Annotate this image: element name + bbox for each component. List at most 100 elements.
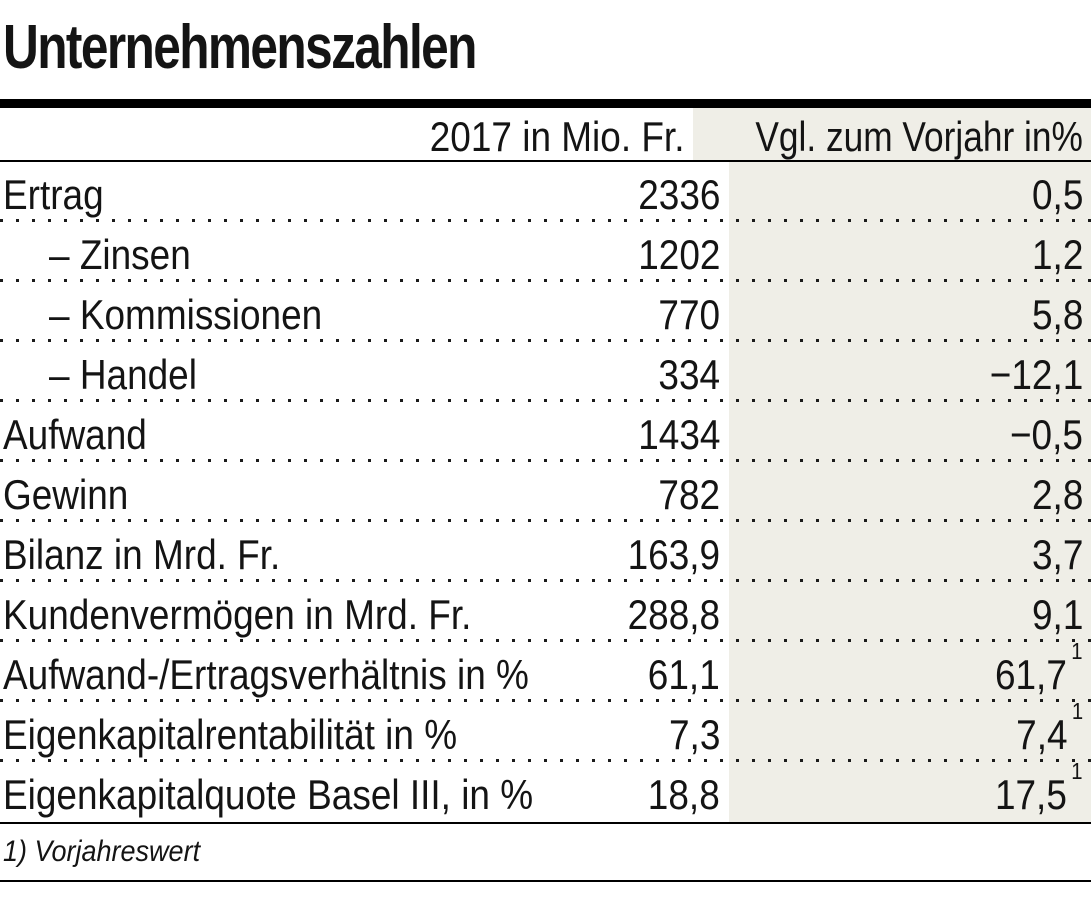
table-row: – Zinsen 1202 1,2: [0, 222, 1091, 282]
row-value-2017-cell: 1202: [627, 222, 729, 282]
table-body: Ertrag 2336 0,5 – Zinsen 1202 1,2 – Komm…: [0, 162, 1091, 822]
row-value-vorjahr-cell: 17,5 1: [729, 760, 1091, 825]
table-header-row: 2017 in Mio. Fr. Vgl. zum Vorjahr in%: [0, 108, 1091, 160]
header-col-vorjahr: Vgl. zum Vorjahr in%: [693, 108, 1091, 160]
row-value-vorjahr-cell: 1,2: [729, 222, 1091, 282]
row-value-2017: 770: [658, 291, 720, 338]
row-value-2017: 782: [658, 471, 720, 518]
row-value-vorjahr-cell: 9,1: [729, 582, 1091, 642]
row-label-cell: Eigenkapitalquote Basel III, in %: [0, 762, 638, 822]
row-change-value: 17,5: [995, 771, 1068, 818]
row-value-2017: 7,3: [668, 711, 720, 758]
header-label-cell: [0, 108, 395, 160]
row-value-vorjahr-cell: 61,7 1: [729, 640, 1091, 705]
table-row: – Kommissionen 770 5,8: [0, 282, 1091, 342]
figures-table: 2017 in Mio. Fr. Vgl. zum Vorjahr in% Er…: [0, 108, 1091, 822]
row-label: Aufwand-/Ertragsverhältnis in %: [3, 651, 529, 698]
row-value-vorjahr-cell: 2,8: [729, 462, 1091, 522]
row-change-value: 9,1: [1031, 591, 1083, 638]
row-label-cell: Bilanz in Mrd. Fr.: [0, 522, 615, 582]
footnote-marker: 1: [1071, 698, 1083, 724]
row-value-2017: 1434: [637, 411, 720, 458]
page-title: Unternehmenszahlen: [0, 0, 1091, 99]
row-label-cell: Kundenvermögen in Mrd. Fr.: [0, 582, 615, 642]
row-value-vorjahr-cell: −0,5: [729, 402, 1091, 462]
row-value-2017-cell: 2336: [627, 162, 729, 222]
row-value-2017: 288,8: [627, 591, 720, 638]
row-change-value: 61,7: [995, 651, 1068, 698]
row-value-2017-cell: 7,3: [662, 702, 729, 762]
footnote-marker: 1: [1071, 638, 1083, 664]
row-label: Eigenkapitalrentabilität in %: [3, 711, 458, 758]
row-value-vorjahr-cell: −12,1: [729, 342, 1091, 402]
table-row: Aufwand 1434 −0,5: [0, 402, 1091, 462]
row-value-2017-cell: 770: [650, 282, 729, 342]
table-row: Eigenkapitalrentabilität in % 7,3 7,4 1: [0, 700, 1091, 762]
page-title-text: Unternehmenszahlen: [3, 13, 477, 82]
row-value-2017-cell: 1434: [627, 402, 729, 462]
row-value-vorjahr: −0,5: [1010, 405, 1083, 465]
row-change-value: 0,5: [1031, 171, 1083, 218]
row-label-cell: – Zinsen: [0, 222, 627, 282]
row-label-cell: Aufwand-/Ertragsverhältnis in %: [0, 642, 638, 702]
row-change-value: 3,7: [1031, 531, 1083, 578]
row-label: – Handel: [49, 351, 197, 398]
row-label: Bilanz in Mrd. Fr.: [3, 531, 281, 578]
title-rule: [0, 99, 1091, 108]
row-value-2017-cell: 334: [650, 342, 729, 402]
row-value-vorjahr: 9,1: [1032, 585, 1083, 645]
row-change-value: 5,8: [1031, 291, 1083, 338]
row-change-value: 1,2: [1031, 231, 1083, 278]
footnote: 1) Vorjahreswert: [0, 824, 1091, 880]
row-label-cell: Eigenkapitalrentabilität in %: [0, 702, 662, 762]
table-row: Ertrag 2336 0,5: [0, 162, 1091, 222]
header-col-vorjahr-text: Vgl. zum Vorjahr in%: [755, 113, 1083, 160]
header-col-2017: 2017 in Mio. Fr.: [395, 108, 693, 160]
table-row: – Handel 334 −12,1: [0, 342, 1091, 402]
row-label: – Zinsen: [49, 231, 191, 278]
bottom-rule: [0, 880, 1091, 882]
row-label-cell: Aufwand: [0, 402, 627, 462]
row-label: Ertrag: [3, 171, 104, 218]
row-change-value: −12,1: [989, 351, 1083, 398]
table-row: Aufwand-/Ertragsverhältnis in % 61,1 61,…: [0, 640, 1091, 705]
row-value-vorjahr-cell: 5,8: [729, 282, 1091, 342]
row-label: – Kommissionen: [49, 291, 323, 338]
row-value-2017-cell: 61,1: [638, 642, 729, 702]
row-value-vorjahr: 3,7: [1032, 525, 1083, 585]
table-bottom-rule: [0, 822, 1091, 824]
row-value-vorjahr: 1,2: [1032, 225, 1083, 285]
row-value-2017: 18,8: [648, 771, 720, 818]
row-label: Gewinn: [3, 471, 129, 518]
row-value-vorjahr: 17,5 1: [995, 760, 1083, 825]
table-row: Eigenkapitalquote Basel III, in % 18,8 1…: [0, 760, 1091, 825]
footnote-text: 1) Vorjahreswert: [3, 835, 201, 868]
row-value-vorjahr: 0,5: [1032, 165, 1083, 225]
table-row: Gewinn 782 2,8: [0, 462, 1091, 522]
row-label: Kundenvermögen in Mrd. Fr.: [3, 591, 472, 638]
row-value-vorjahr: −12,1: [989, 345, 1083, 405]
table-row: Bilanz in Mrd. Fr. 163,9 3,7: [0, 522, 1091, 582]
header-col-2017-text: 2017 in Mio. Fr.: [429, 113, 685, 160]
row-value-vorjahr: 2,8: [1032, 465, 1083, 525]
row-change-value: −0,5: [1010, 411, 1083, 458]
row-value-2017: 334: [658, 351, 720, 398]
row-value-2017-cell: 288,8: [615, 582, 729, 642]
row-value-2017-cell: 782: [650, 462, 729, 522]
row-change-value: 2,8: [1031, 471, 1083, 518]
row-label-cell: Gewinn: [0, 462, 650, 522]
row-value-vorjahr-cell: 7,4 1: [729, 700, 1091, 762]
row-label: Eigenkapitalquote Basel III, in %: [3, 771, 534, 818]
row-label-cell: Ertrag: [0, 162, 627, 222]
row-change-value: 7,4: [1015, 711, 1068, 758]
row-value-vorjahr-cell: 0,5: [729, 162, 1091, 222]
row-value-vorjahr: 61,7 1: [995, 640, 1083, 705]
row-value-2017: 2336: [637, 171, 720, 218]
row-label: Aufwand: [3, 411, 147, 458]
row-value-2017: 61,1: [648, 651, 720, 698]
row-label-cell: – Handel: [0, 342, 650, 402]
row-value-2017-cell: 18,8: [638, 762, 729, 822]
row-value-2017: 1202: [637, 231, 720, 278]
header-rule: [0, 160, 1091, 162]
